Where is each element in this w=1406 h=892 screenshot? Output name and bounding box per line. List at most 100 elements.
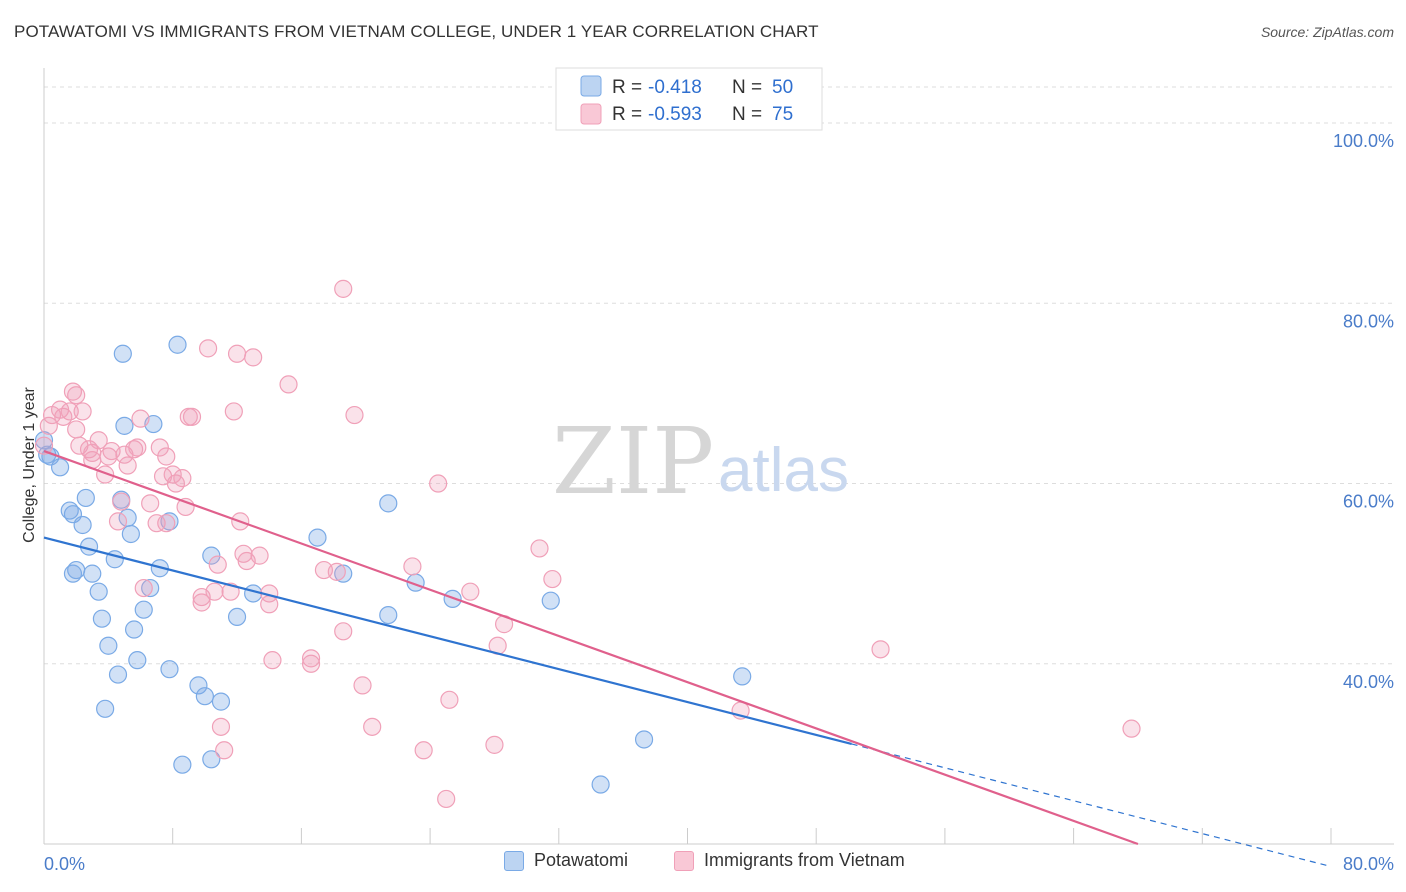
point-s2-8 bbox=[67, 386, 86, 405]
legend-item-vietnam: Immigrants from Vietnam bbox=[674, 850, 905, 871]
point-s2-63 bbox=[345, 405, 364, 425]
point-s2-22 bbox=[124, 440, 144, 459]
point-s2-76 bbox=[543, 569, 562, 589]
point-s2-18 bbox=[108, 512, 128, 531]
point-s1-14 bbox=[99, 636, 118, 655]
point-s2-30 bbox=[157, 514, 176, 533]
y-tick-labels: 40.0% 60.0% 80.0% 100.0% bbox=[1333, 131, 1394, 692]
point-s2-44 bbox=[215, 741, 234, 760]
point-s1-32 bbox=[173, 755, 192, 774]
x-tick-labels: 0.0% 80.0% bbox=[44, 854, 1394, 874]
point-s1-12 bbox=[89, 582, 108, 601]
point-s2-28 bbox=[150, 438, 169, 457]
point-s1-10 bbox=[76, 488, 95, 508]
trend-line-potawatomi-dashed bbox=[851, 743, 1332, 868]
legend-item-potawatomi: Potawatomi bbox=[504, 850, 628, 871]
point-s1-41 bbox=[334, 564, 353, 583]
point-s1-48 bbox=[634, 730, 654, 749]
legend-swatch-potawatomi-bottom bbox=[504, 850, 524, 871]
source-label: Source: ZipAtlas.com bbox=[1260, 24, 1394, 40]
point-s1-25 bbox=[141, 578, 160, 598]
point-s2-14 bbox=[89, 431, 108, 450]
point-s1-3 bbox=[50, 458, 70, 477]
trend-line-potawatomi bbox=[43, 536, 852, 746]
point-s2-27 bbox=[147, 514, 166, 533]
point-s2-56 bbox=[279, 375, 298, 394]
point-s2-25 bbox=[134, 578, 153, 598]
point-s2-62 bbox=[334, 279, 353, 298]
point-s1-35 bbox=[202, 750, 221, 769]
point-s1-47 bbox=[591, 775, 610, 794]
point-s2-23 bbox=[128, 438, 147, 457]
point-s2-19 bbox=[112, 492, 131, 511]
x-tick-label-max: 80.0% bbox=[1343, 854, 1394, 874]
point-s2-46 bbox=[224, 402, 243, 421]
point-s2-21 bbox=[118, 456, 137, 475]
legend-r-label-2: R = bbox=[612, 104, 642, 125]
point-s2-61 bbox=[334, 622, 353, 641]
point-s2-78 bbox=[871, 640, 890, 659]
point-s1-23 bbox=[128, 651, 147, 670]
point-s2-79 bbox=[1122, 719, 1141, 738]
top-legend: R = -0.418 N = 50 R = -0.593 N = 75 bbox=[555, 67, 823, 131]
trend-lines bbox=[43, 450, 1332, 868]
legend-r-label-1: R = bbox=[612, 77, 642, 98]
legend-swatch-vietnam-bottom bbox=[674, 850, 694, 871]
y-tick-label-1: 60.0% bbox=[1343, 492, 1394, 512]
point-s2-15 bbox=[96, 465, 115, 484]
legend-r-value-2: -0.593 bbox=[648, 104, 702, 125]
data-points bbox=[34, 279, 1141, 809]
point-s1-43 bbox=[379, 494, 398, 513]
point-s1-49 bbox=[733, 667, 752, 686]
point-s1-38 bbox=[227, 607, 247, 627]
point-s2-51 bbox=[244, 348, 263, 367]
point-s2-40 bbox=[198, 339, 218, 358]
point-s1-24 bbox=[134, 600, 153, 619]
point-s2-26 bbox=[141, 494, 160, 513]
legend-n-value-2: 75 bbox=[772, 104, 793, 125]
point-s1-36 bbox=[202, 546, 221, 565]
point-s2-16 bbox=[99, 447, 118, 466]
y-tick-label-2: 80.0% bbox=[1343, 311, 1394, 331]
point-s1-30 bbox=[160, 660, 179, 679]
point-s1-8 bbox=[73, 515, 92, 535]
point-s1-40 bbox=[308, 528, 327, 547]
axes bbox=[43, 68, 1394, 845]
point-s2-41 bbox=[205, 582, 224, 601]
y-tick-label-0: 40.0% bbox=[1343, 672, 1394, 692]
point-s2-75 bbox=[530, 539, 549, 558]
point-s1-34 bbox=[195, 687, 214, 706]
point-s1-18 bbox=[108, 665, 128, 684]
point-s2-71 bbox=[461, 582, 480, 601]
point-s2-70 bbox=[440, 690, 459, 709]
point-s1-20 bbox=[121, 524, 140, 544]
x-tick-label-min: 0.0% bbox=[44, 854, 85, 874]
point-s1-0 bbox=[34, 431, 54, 450]
point-s1-11 bbox=[83, 564, 102, 583]
legend-label-potawatomi: Potawatomi bbox=[534, 850, 629, 870]
legend-n-label-1: N = bbox=[732, 77, 762, 98]
point-s2-65 bbox=[363, 717, 382, 736]
bottom-legend: Potawatomi Immigrants from Vietnam bbox=[0, 850, 1406, 880]
point-s1-15 bbox=[96, 699, 115, 718]
chart-title: POTAWATOMI VS IMMIGRANTS FROM VIETNAM CO… bbox=[14, 22, 819, 41]
legend-swatch-potawatomi bbox=[580, 75, 602, 97]
legend-r-value-1: -0.418 bbox=[648, 77, 702, 98]
point-s2-64 bbox=[353, 676, 372, 695]
point-s2-52 bbox=[250, 546, 269, 565]
legend-label-vietnam: Immigrants from Vietnam bbox=[704, 850, 905, 870]
point-s2-72 bbox=[485, 735, 504, 754]
point-s1-33 bbox=[189, 676, 208, 695]
point-s1-22 bbox=[124, 620, 144, 639]
trend-line-vietnam bbox=[43, 450, 1139, 846]
point-s2-57 bbox=[301, 654, 321, 673]
point-s2-39 bbox=[192, 593, 211, 612]
point-s2-31 bbox=[157, 447, 176, 466]
watermark-zip: ZIP bbox=[552, 408, 714, 515]
point-s2-68 bbox=[429, 474, 448, 493]
legend-swatch-vietnam bbox=[580, 103, 602, 125]
y-axis-label: College, Under 1 year bbox=[21, 387, 38, 543]
point-s1-21 bbox=[115, 416, 134, 435]
legend-n-value-1: 50 bbox=[772, 77, 793, 98]
